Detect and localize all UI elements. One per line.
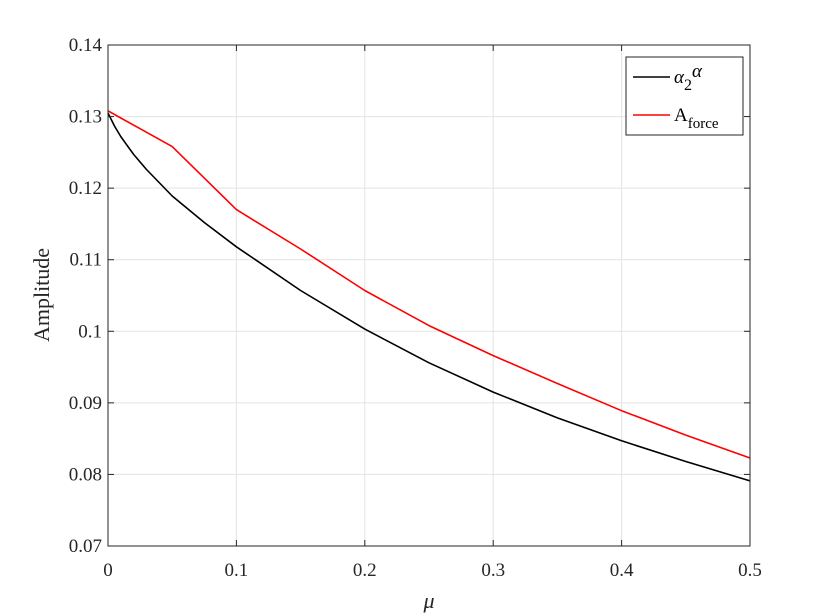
x-tick-label: 0.4	[610, 560, 634, 581]
y-tick-label: 0.11	[69, 250, 102, 271]
y-tick-label: 0.14	[69, 35, 103, 56]
y-tick-label: 0.09	[69, 393, 102, 414]
legend-entry-1: α2α	[674, 61, 703, 94]
x-tick-label: 0.1	[225, 560, 249, 581]
series-line-2	[107, 110, 751, 459]
y-tick-label: 0.12	[69, 178, 102, 199]
legend: α2α Aforce	[625, 56, 744, 136]
legend-entry-2: Aforce	[674, 105, 719, 132]
y-tick-label: 0.13	[69, 107, 102, 128]
x-tick-label: 0.2	[353, 560, 377, 581]
x-tick-label: 0.3	[481, 560, 505, 581]
y-tick-label: 0.1	[78, 321, 102, 342]
tick-labels: 0 0.1 0.2 0.3 0.4 0.5 0.07 0.08 0.09 0.1 0.11 0.12 0…	[69, 35, 762, 581]
series-layer	[107, 110, 751, 482]
x-tick-label: 0.5	[738, 560, 762, 581]
legend-box	[625, 56, 744, 136]
series-line-1	[107, 112, 751, 482]
ticks	[107, 44, 751, 547]
x-tick-label: 0	[103, 560, 113, 581]
x-axis-label: μ	[422, 588, 434, 613]
y-tick-label: 0.07	[69, 536, 102, 557]
y-axis-label: Amplitude	[29, 248, 54, 342]
y-tick-label: 0.08	[69, 464, 102, 485]
plot-frame	[107, 44, 751, 547]
